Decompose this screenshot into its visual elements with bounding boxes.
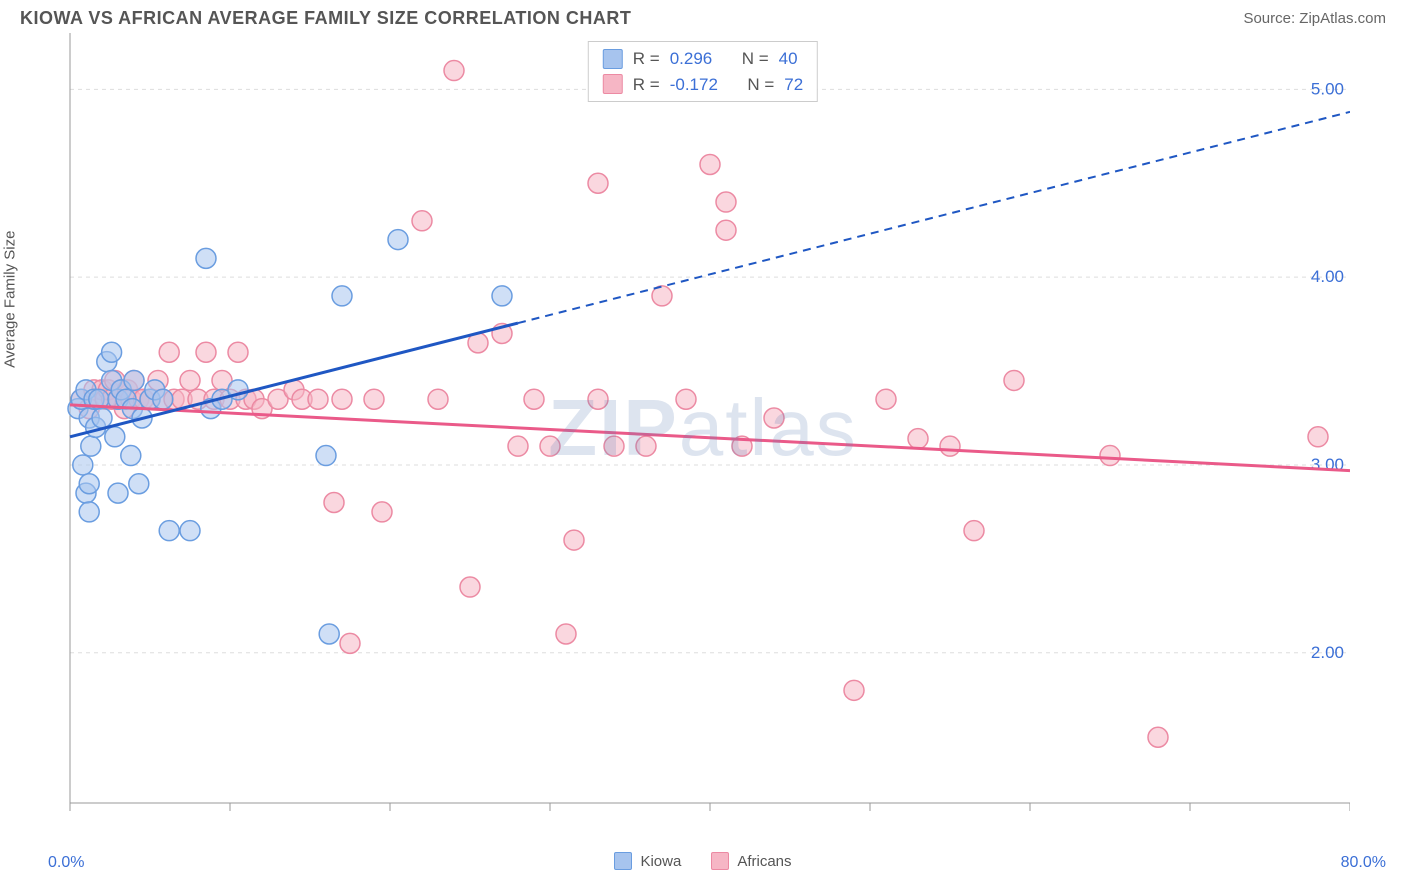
legend-item-a: Kiowa: [614, 852, 681, 870]
swatch-a-icon: [614, 852, 632, 870]
chart-source: Source: ZipAtlas.com: [1243, 10, 1386, 27]
stats-row-a: R = 0.296 N = 40: [603, 46, 803, 72]
chart-title: KIOWA VS AFRICAN AVERAGE FAMILY SIZE COR…: [20, 8, 631, 29]
svg-text:2.00: 2.00: [1311, 643, 1344, 662]
legend-item-b: Africans: [711, 852, 791, 870]
y-axis-label: Average Family Size: [2, 231, 19, 368]
bottom-legend: Kiowa Africans: [0, 852, 1406, 870]
legend-label-b: Africans: [737, 853, 791, 870]
svg-text:4.00: 4.00: [1311, 267, 1344, 286]
swatch-a-icon: [603, 49, 623, 69]
x-axis-min: 0.0%: [48, 854, 84, 872]
scatter-chart: 2.003.004.005.00: [20, 33, 1350, 823]
chart-container: Average Family Size 2.003.004.005.00 ZIP…: [20, 33, 1386, 823]
stats-row-b: R = -0.172 N = 72: [603, 72, 803, 98]
svg-text:5.00: 5.00: [1311, 79, 1344, 98]
swatch-b-icon: [711, 852, 729, 870]
swatch-b-icon: [603, 74, 623, 94]
x-axis-max: 80.0%: [1341, 854, 1386, 872]
stats-legend: R = 0.296 N = 40 R = -0.172 N = 72: [588, 41, 818, 102]
legend-label-a: Kiowa: [640, 853, 681, 870]
